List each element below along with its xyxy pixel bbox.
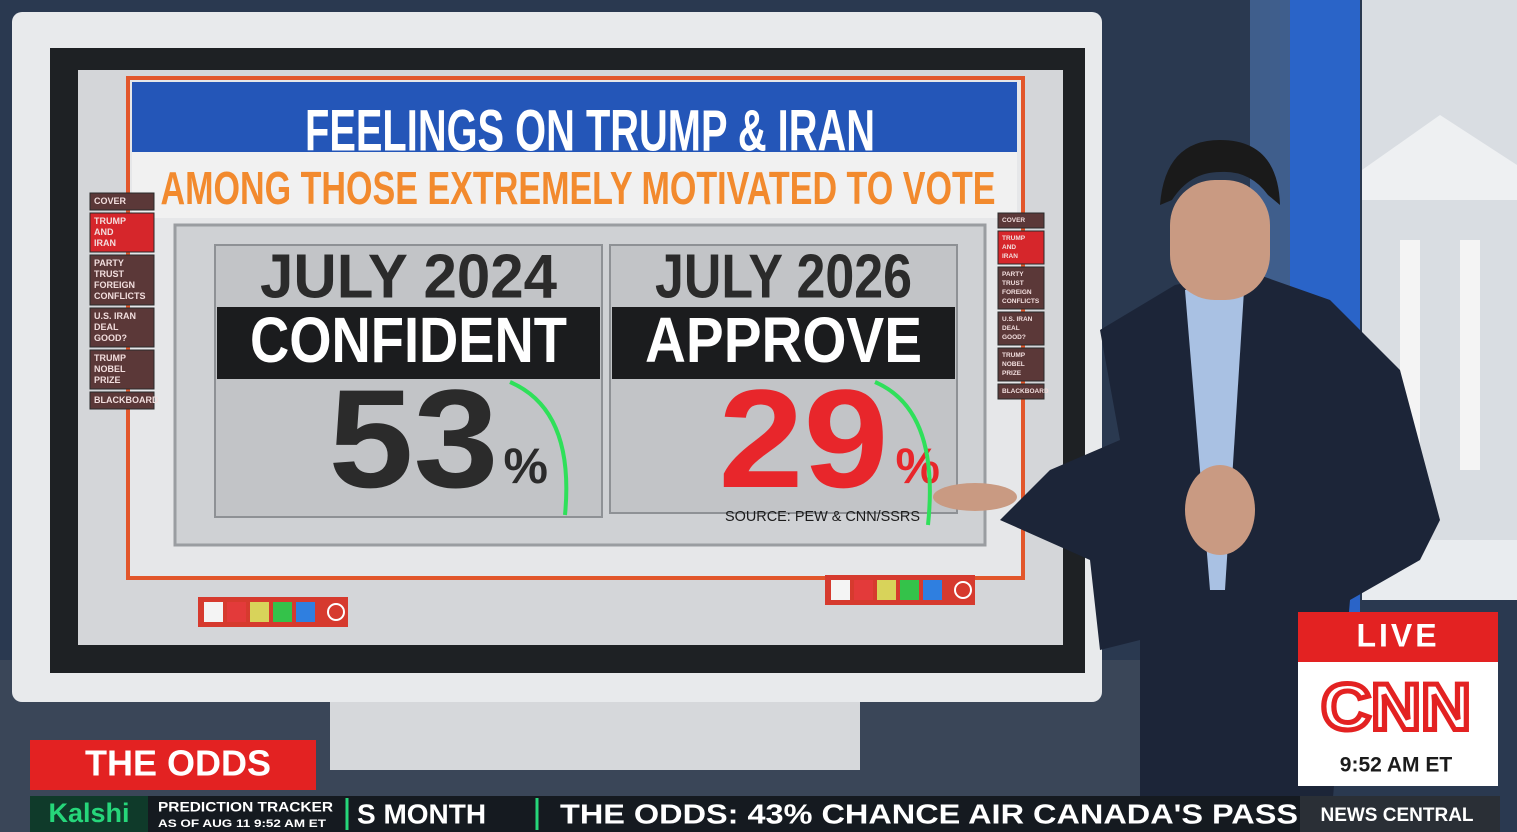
menu-text: GOOD? bbox=[1002, 334, 1026, 341]
menu-text: COVER bbox=[94, 196, 127, 206]
column bbox=[1460, 240, 1480, 470]
swatch bbox=[250, 602, 269, 622]
menu-text: FOREIGN bbox=[1002, 289, 1032, 296]
menu-text: DEAL bbox=[94, 322, 119, 332]
board-subtitle: AMONG THOSE EXTREMELY MOTIVATED TO VOTE bbox=[161, 162, 996, 214]
network-logo: CNN bbox=[1321, 669, 1471, 743]
brand-box bbox=[30, 796, 148, 832]
menu-item bbox=[89, 349, 155, 390]
live-label: LIVE bbox=[1356, 617, 1439, 653]
menu-text: BLACKBOARD bbox=[94, 395, 159, 405]
menu-text: NOBEL bbox=[94, 364, 126, 374]
menu-item bbox=[997, 266, 1045, 310]
logo-box bbox=[1298, 662, 1498, 786]
swatch bbox=[831, 580, 850, 600]
panel-label: CONFIDENT bbox=[250, 304, 567, 376]
menu-text: U.S. IRAN bbox=[94, 311, 136, 321]
swatch bbox=[273, 602, 292, 622]
menu-item bbox=[997, 212, 1045, 229]
menu-text: GOOD? bbox=[94, 333, 127, 343]
white-house-roof bbox=[1362, 115, 1517, 200]
menu-text: TRUMP bbox=[94, 353, 126, 363]
menu-text: AND bbox=[94, 227, 114, 237]
label-band bbox=[612, 307, 955, 379]
swatch bbox=[900, 580, 919, 600]
menu-text: CONFLICTS bbox=[94, 291, 146, 301]
panel-period: JULY 2024 bbox=[260, 242, 557, 311]
menu-text: FOREIGN bbox=[94, 280, 135, 290]
color-swatches bbox=[198, 575, 975, 627]
annotation-stroke bbox=[509, 380, 569, 516]
live-box bbox=[1298, 612, 1498, 662]
clock: 9:52 AM ET bbox=[1340, 754, 1453, 777]
undo-button bbox=[954, 581, 972, 599]
menu-text: PARTY bbox=[1002, 271, 1024, 278]
menu-text: TRUMP bbox=[94, 216, 126, 226]
panel-unit: % bbox=[504, 438, 548, 494]
menu-item bbox=[997, 347, 1045, 382]
panel-value: 29 bbox=[719, 360, 889, 517]
panel-unit: % bbox=[896, 438, 940, 494]
menu-text: TRUMP bbox=[1002, 352, 1026, 359]
segment-title: THE ODDS bbox=[85, 743, 271, 784]
menu-text: COVER bbox=[1002, 217, 1025, 224]
menu-item bbox=[997, 383, 1045, 400]
menu-text: BLACKBOARD bbox=[1002, 388, 1049, 395]
segment-box bbox=[30, 740, 316, 790]
tracker-time: AS OF AUG 11 9:52 AM ET bbox=[158, 818, 326, 830]
swatch bbox=[227, 602, 246, 622]
swatch bbox=[854, 580, 873, 600]
menu-text: IRAN bbox=[94, 238, 116, 248]
menu-text: PARTY bbox=[94, 258, 124, 268]
menu-item bbox=[997, 311, 1045, 346]
swatch bbox=[877, 580, 896, 600]
menu-item bbox=[89, 254, 155, 306]
menu-text: TRUST bbox=[1002, 280, 1024, 287]
menu-text: NOBEL bbox=[1002, 361, 1025, 368]
menu-text: CONFLICTS bbox=[1002, 298, 1040, 305]
menu-item bbox=[89, 192, 155, 211]
panel-label: APPROVE bbox=[645, 304, 922, 376]
panel-period: JULY 2026 bbox=[655, 242, 912, 311]
side-menu: COVERTRUMPANDIRANPARTYTRUSTFOREIGNCONFLI… bbox=[89, 192, 159, 410]
show-bar bbox=[1300, 796, 1500, 832]
menu-text: DEAL bbox=[1002, 325, 1020, 332]
panel bbox=[214, 244, 603, 518]
menu-text: TRUMP bbox=[1002, 235, 1026, 242]
menu-item bbox=[997, 230, 1045, 265]
menu-text: U.S. IRAN bbox=[1002, 316, 1033, 323]
ticker-text: THE ODDS: 43% CHANCE AIR CANADA'S PASS bbox=[560, 798, 1298, 829]
menu-text: IRAN bbox=[1002, 253, 1018, 260]
swatch bbox=[923, 580, 942, 600]
title-bar bbox=[132, 82, 1017, 152]
label-band bbox=[217, 307, 600, 379]
menu-text: PRIZE bbox=[1002, 370, 1022, 377]
subtitle-bar bbox=[132, 152, 1017, 218]
menu-item bbox=[89, 391, 155, 410]
brand: Kalshi bbox=[48, 798, 129, 828]
ticker-prev: S MONTH bbox=[357, 798, 486, 829]
panel-value: 53 bbox=[329, 360, 499, 517]
menu-text: TRUST bbox=[94, 269, 124, 279]
swatch bbox=[296, 602, 315, 622]
menu-text: PRIZE bbox=[94, 375, 121, 385]
source-note: SOURCE: PEW & CNN/SSRS bbox=[725, 508, 920, 525]
menu-item bbox=[89, 307, 155, 348]
annotation-stroke bbox=[874, 380, 932, 526]
show-name: NEWS CENTRAL bbox=[1320, 805, 1473, 826]
undo-button bbox=[327, 603, 345, 621]
menu-item bbox=[89, 212, 155, 253]
menu-text: AND bbox=[1002, 244, 1016, 251]
swatch bbox=[204, 602, 223, 622]
side-menu: COVER TRUMP AND IRAN PARTY TRUST FOREIGN CONFLI… bbox=[997, 212, 1049, 400]
ticker-bar bbox=[30, 796, 1300, 832]
tracker-label: PREDICTION TRACKER bbox=[158, 799, 333, 815]
